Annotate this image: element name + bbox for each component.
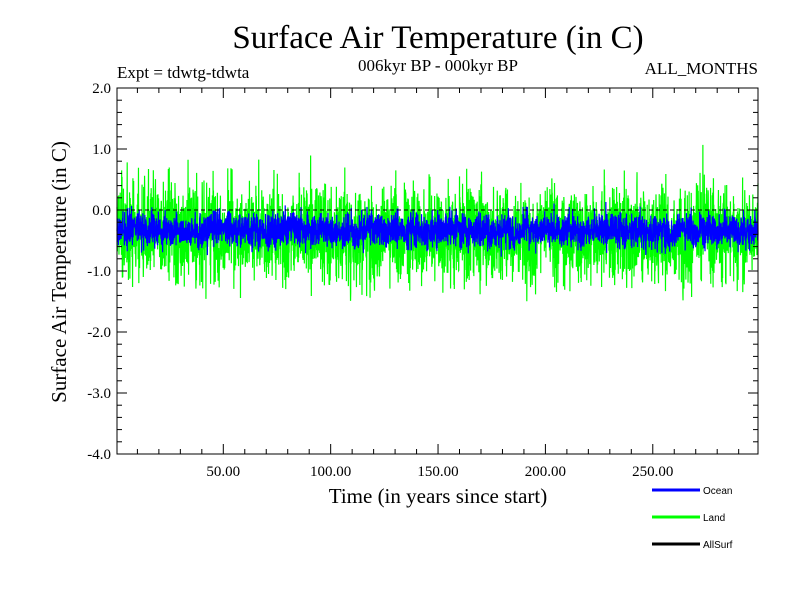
plot-series: [116, 144, 759, 302]
y-tick-label: -2.0: [87, 325, 111, 341]
plot-frame: [116, 87, 759, 455]
x-axis-label: Time (in years since start): [329, 484, 548, 508]
y-tick-label: -3.0: [87, 386, 111, 402]
axis-tick-labels: -4.0 -3.0 -2.0 -1.0 0.0 1.0 2.0 50.00 100.00 150.…: [87, 81, 673, 480]
y-tick-label: 2.0: [92, 81, 111, 97]
y-tick-label: 1.0: [92, 142, 111, 158]
chart-subtitle-left: Expt = tdwtg-tdwta: [117, 63, 250, 82]
x-tick-label: 250.00: [632, 464, 673, 480]
x-tick-label: 100.00: [310, 464, 351, 480]
x-tick-label: 150.00: [417, 464, 458, 480]
legend-label-allsurf: AllSurf: [703, 540, 733, 551]
x-tick-label: 50.00: [206, 464, 240, 480]
chart-subtitle-center: 006kyr BP - 000kyr BP: [358, 56, 518, 75]
y-axis-label: Surface Air Temperature (in C): [47, 141, 71, 403]
series-line-ocean: [116, 201, 759, 257]
legend-label-land: Land: [703, 513, 725, 524]
axis-ticks: [117, 87, 758, 455]
chart-title: Surface Air Temperature (in C): [232, 20, 643, 56]
legend: Ocean Land AllSurf: [652, 486, 733, 551]
chart-subtitle-right: ALL_MONTHS: [645, 59, 758, 78]
y-tick-label: -4.0: [87, 447, 111, 463]
x-tick-label: 200.00: [525, 464, 566, 480]
y-tick-label: 0.0: [92, 203, 111, 219]
y-tick-label: -1.0: [87, 264, 111, 280]
legend-label-ocean: Ocean: [703, 486, 732, 497]
